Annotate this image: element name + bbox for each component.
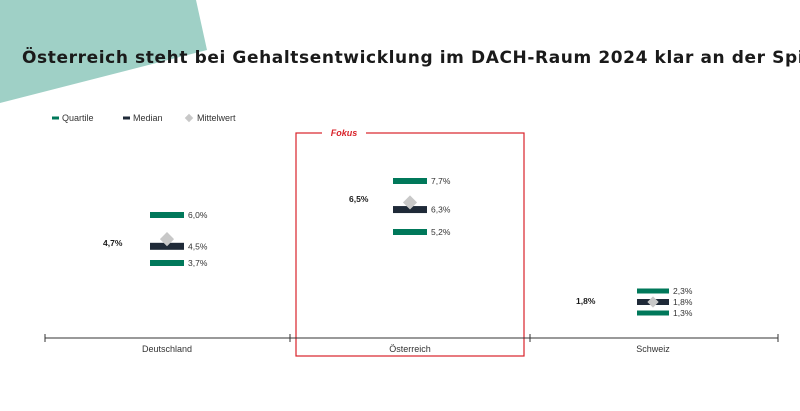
lower-quartile-label: 1,3%: [673, 308, 693, 318]
median-label: 4,5%: [188, 241, 208, 251]
upper-quartile-bar: [637, 288, 669, 294]
median-label: 6,3%: [431, 205, 451, 215]
median-label: 1,8%: [673, 297, 693, 307]
legend-label-quartile: Quartile: [62, 113, 94, 123]
lower-quartile-label: 3,7%: [188, 258, 208, 268]
corner-triangle: [0, 0, 207, 103]
mean-marker: [647, 296, 659, 308]
mean-marker: [402, 195, 418, 210]
mean-label: 6,5%: [349, 194, 369, 204]
chart-title: Österreich steht bei Gehaltsentwicklung …: [22, 48, 800, 68]
legend-quartile-marker: [52, 116, 59, 120]
focus-label: Fokus: [331, 128, 358, 138]
upper-quartile-label: 2,3%: [673, 286, 693, 296]
lower-quartile-bar: [150, 260, 184, 266]
category-label-3: Schweiz: [636, 344, 670, 354]
mean-marker: [159, 232, 175, 247]
legend-median-marker: [123, 116, 130, 120]
upper-quartile-bar: [393, 178, 427, 184]
focus-label-background: [322, 126, 366, 139]
legend-label-mean: Mittelwert: [197, 113, 236, 123]
legend-mean-marker: [184, 113, 194, 123]
legend-label-median: Median: [133, 113, 163, 123]
mean-label: 1,8%: [576, 296, 596, 306]
category-label-2: Österreich: [389, 344, 431, 354]
focus-box: [295, 132, 525, 357]
upper-quartile-bar: [150, 212, 184, 218]
category-label-1: Deutschland: [142, 344, 192, 354]
lower-quartile-bar: [637, 310, 669, 316]
median-bar: [393, 206, 427, 214]
lower-quartile-bar: [393, 229, 427, 235]
mean-label: 4,7%: [103, 238, 123, 248]
median-bar: [150, 242, 184, 250]
lower-quartile-label: 5,2%: [431, 227, 451, 237]
upper-quartile-label: 7,7%: [431, 176, 451, 186]
upper-quartile-label: 6,0%: [188, 210, 208, 220]
